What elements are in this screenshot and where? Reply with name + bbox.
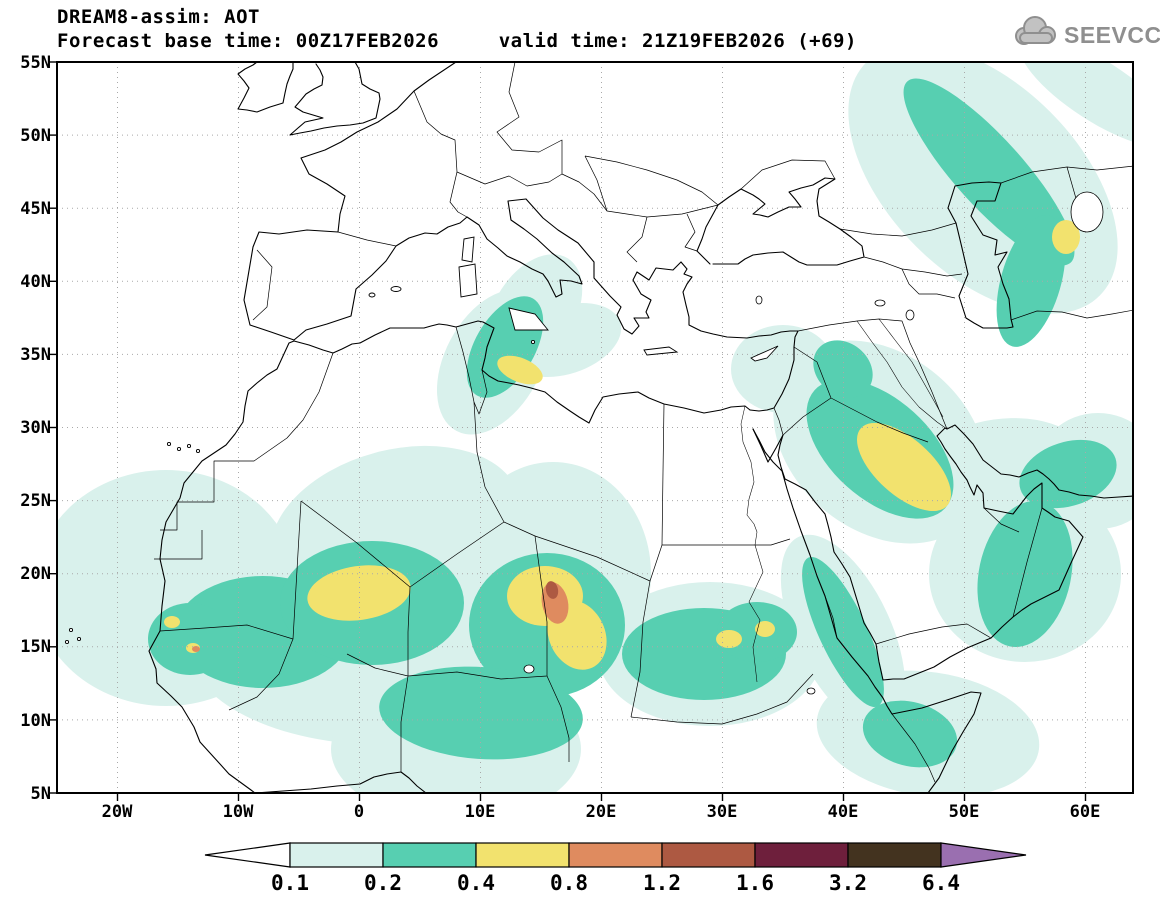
rivers xyxy=(740,318,948,683)
nile-river xyxy=(740,405,764,683)
europe-west-coast xyxy=(243,62,583,341)
caspian-sea xyxy=(947,181,1014,329)
lat-axis-label: 10N xyxy=(20,711,51,731)
colorbar-tick-label: 0.4 xyxy=(457,871,495,895)
canary-island xyxy=(176,446,182,452)
lat-axis-label: 50N xyxy=(20,126,51,146)
ireland-coast xyxy=(237,62,294,113)
colorbar-tick-label: 0.8 xyxy=(550,871,588,895)
coastlines xyxy=(64,62,1133,793)
lat-axis-label: 45N xyxy=(20,199,51,219)
page-title: DREAM8-assim: AOT xyxy=(57,6,260,28)
lake-tuz xyxy=(755,295,763,305)
canary-island xyxy=(166,441,172,447)
sinai-coast xyxy=(752,428,784,463)
lake-urmia xyxy=(905,309,915,321)
page-subtitle: Forecast base time: 00Z17FEB2026 valid t… xyxy=(57,30,857,52)
corsica-island xyxy=(461,236,475,263)
lon-axis-label: 60E xyxy=(1069,802,1101,822)
colorbar-tick-label: 0.2 xyxy=(364,871,402,895)
lon-axis-label: 50E xyxy=(948,802,980,822)
aot-fill-level-1p2 xyxy=(545,581,559,599)
euphrates-river xyxy=(856,320,948,430)
sardinia-island xyxy=(458,263,478,298)
colorbar-segment xyxy=(754,842,849,868)
lon-axis-label: 40E xyxy=(827,802,859,822)
lake-van xyxy=(874,299,886,307)
aral-sea xyxy=(1070,191,1104,233)
arabia-gulf-iran-coast xyxy=(777,424,1133,681)
lat-axis-label: 35N xyxy=(20,345,51,365)
lat-axis-label: 15N xyxy=(20,637,51,657)
colorbar-segment xyxy=(475,842,570,868)
cyprus-island xyxy=(750,345,779,362)
colorbar-segment xyxy=(568,842,663,868)
lon-axis-label: 10E xyxy=(464,802,496,822)
lat-axis-label: 25N xyxy=(20,491,51,511)
black-sea xyxy=(696,177,865,266)
colorbar-tick-label: 0.1 xyxy=(271,871,309,895)
lat-axis-label: 30N xyxy=(20,418,51,438)
aot-fill-level-0p2 xyxy=(148,78,1117,768)
lon-axis-label: 0 xyxy=(353,802,365,822)
aot-colorbar: 0.1 0.2 0.4 0.8 1.2 1.6 3.2 6.4 xyxy=(190,840,1050,898)
balkans-greece-coast xyxy=(525,198,682,335)
crete-island xyxy=(643,346,679,356)
turkey-levant-coast xyxy=(680,261,799,412)
lon-axis-label: 20E xyxy=(585,802,617,822)
colorbar-tick-label: 1.6 xyxy=(736,871,774,895)
sicily-island xyxy=(508,307,549,331)
lake-tana xyxy=(806,687,816,695)
aot-filled-contours xyxy=(57,62,1133,793)
canary-island xyxy=(186,443,192,449)
logo-text: SEEVCCC xyxy=(1064,22,1160,48)
lat-axis-label: 20N xyxy=(20,564,51,584)
axis-ticks xyxy=(49,61,1087,801)
colorbar-segment xyxy=(661,842,756,868)
colorbar-right-arrow xyxy=(940,842,1027,868)
cape-verde-island xyxy=(68,627,74,633)
malta-island xyxy=(530,339,536,345)
red-sea-west-somalia-coast xyxy=(752,428,982,793)
colorbar-tick-label: 1.2 xyxy=(643,871,681,895)
gulf-of-guinea-coast xyxy=(254,771,427,793)
lon-axis-label: 10W xyxy=(222,802,254,822)
lon-axis-label: 30E xyxy=(706,802,738,822)
cloud-icon: SEEVCCC xyxy=(1015,16,1160,48)
colorbar-segment xyxy=(289,842,384,868)
lat-axis-label: 5N xyxy=(30,784,51,804)
graticule xyxy=(57,62,1133,793)
lat-axis-label: 55N xyxy=(20,53,51,73)
tigris-river xyxy=(878,318,944,418)
colorbar-tick-label: 3.2 xyxy=(829,871,867,895)
colorbar-segment xyxy=(382,842,477,868)
lat-axis-label: 40N xyxy=(20,272,51,292)
forecast-map xyxy=(45,50,1145,805)
colorbar-segment xyxy=(847,842,942,868)
colorbar-tick-label: 6.4 xyxy=(922,871,960,895)
lon-axis-label: 20W xyxy=(101,802,133,822)
lake-chad xyxy=(523,664,535,674)
england-coast xyxy=(289,62,381,136)
cape-verde-island xyxy=(64,639,70,645)
mallorca-island xyxy=(390,286,402,292)
ibiza-island xyxy=(368,292,376,298)
canary-island xyxy=(195,448,201,454)
colorbar-left-arrow xyxy=(204,842,291,868)
cape-verde-island xyxy=(76,636,82,642)
map-canvas xyxy=(49,61,1134,801)
north-africa-west-africa-coast xyxy=(148,320,751,793)
seevccc-logo: SEEVCCC xyxy=(1008,12,1160,54)
